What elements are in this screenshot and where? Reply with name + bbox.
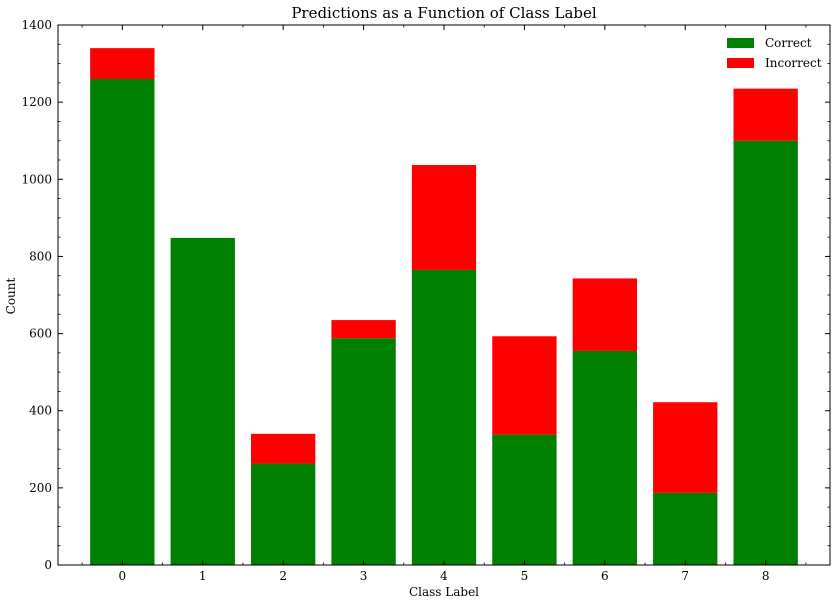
legend-label-correct: Correct (765, 36, 812, 50)
x-tick-label-3: 3 (360, 569, 368, 583)
y-axis-title: Count (4, 277, 18, 314)
y-tick-label-400: 400 (29, 404, 52, 418)
x-tick-label-5: 5 (521, 569, 529, 583)
x-tick-label-8: 8 (762, 569, 770, 583)
legend-swatch-correct (727, 38, 754, 48)
y-tick-label-1200: 1200 (21, 95, 52, 109)
bar-correct-0 (90, 79, 155, 565)
bar-incorrect-4 (411, 165, 477, 270)
bar-incorrect-7 (653, 402, 718, 493)
y-tick-label-0: 0 (44, 558, 52, 572)
bar-correct-4 (411, 269, 477, 565)
bar-correct-5 (492, 434, 557, 565)
bar-incorrect-8 (733, 88, 798, 141)
legend-label-incorrect: Incorrect (765, 56, 822, 70)
y-tick-label-1000: 1000 (21, 172, 52, 186)
bar-correct-2 (251, 463, 316, 565)
bar-incorrect-3 (331, 320, 396, 339)
y-tick-label-600: 600 (29, 327, 52, 341)
bar-correct-8 (733, 140, 798, 565)
axes-group: 0 1 2 3 4 5 6 7 8 0 200 400 600 800 1000 1200 1400 (21, 18, 831, 583)
chart-title: Predictions as a Function of Class Label (291, 4, 597, 22)
bar-correct-7 (653, 492, 718, 565)
bar-incorrect-2 (251, 433, 316, 464)
x-tick-label-2: 2 (279, 569, 287, 583)
legend: Correct Incorrect (727, 36, 822, 70)
y-tick-label-200: 200 (29, 481, 52, 495)
x-tick-label-1: 1 (199, 569, 207, 583)
bar-incorrect-6 (572, 278, 637, 351)
legend-swatch-incorrect (727, 58, 754, 68)
bar-incorrect-0 (90, 48, 155, 79)
x-tick-label-7: 7 (681, 569, 689, 583)
bar-incorrect-5 (492, 336, 557, 435)
bars-group (90, 48, 798, 565)
bar-correct-1 (170, 237, 235, 565)
y-tick-label-1400: 1400 (21, 18, 52, 32)
x-tick-label-4: 4 (440, 569, 448, 583)
x-axis-title: Class Label (409, 585, 479, 599)
x-tick-label-6: 6 (601, 569, 609, 583)
y-tick-label-800: 800 (29, 249, 52, 263)
bar-correct-3 (331, 338, 396, 565)
bar-correct-6 (572, 350, 637, 565)
x-tick-label-0: 0 (119, 569, 127, 583)
